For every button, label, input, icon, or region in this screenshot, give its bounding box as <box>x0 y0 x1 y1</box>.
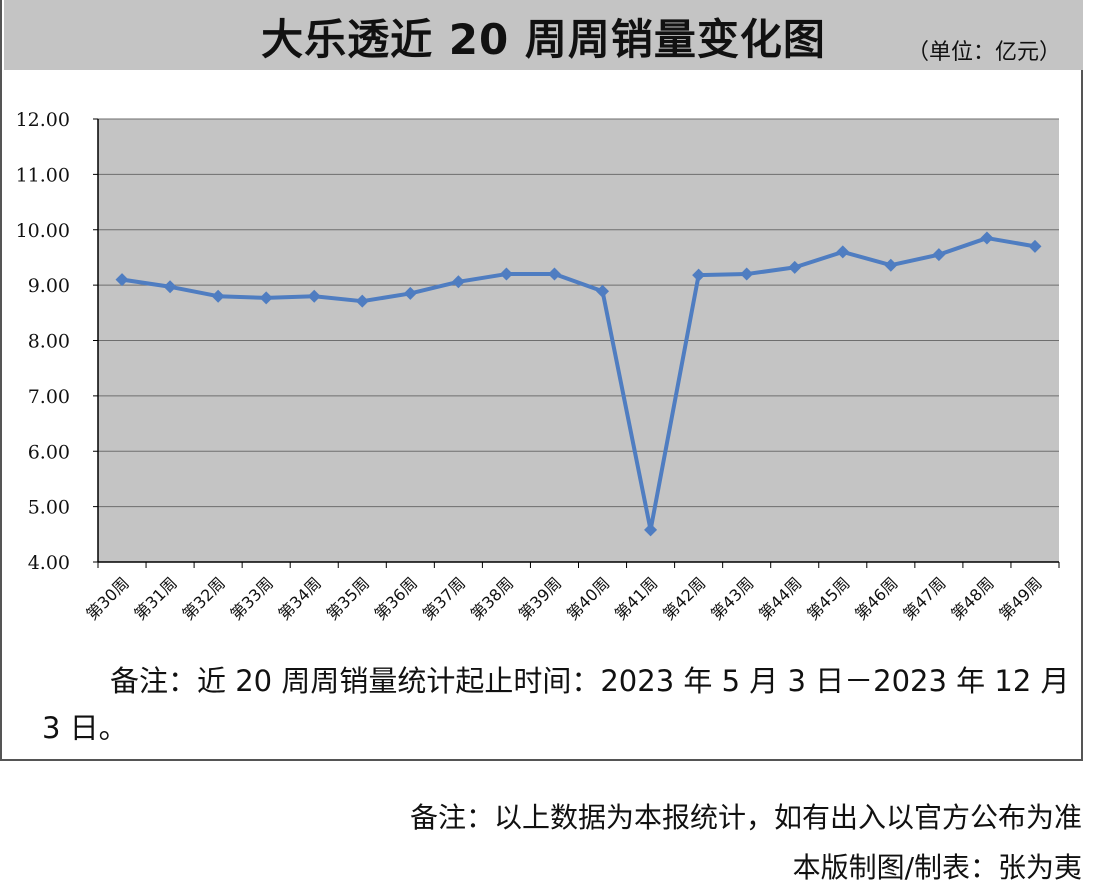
chart-frame: 大乐透近 20 周周销量变化图 （单位：亿元） 12.00 11.00 10.00 9… <box>0 0 1083 761</box>
y-tick-label: 4.00 <box>28 552 70 574</box>
y-tick-label: 5.00 <box>28 497 70 519</box>
data-point <box>403 286 417 300</box>
y-tick-label: 6.00 <box>28 441 70 463</box>
footer-note: 备注：以上数据为本报统计，如有出入以官方公布为准 <box>409 801 1082 834</box>
x-tick-label: 第34周 <box>275 573 325 623</box>
chart-title: 大乐透近 20 周周销量变化图 <box>261 15 826 64</box>
x-tick-label: 第49周 <box>995 573 1045 623</box>
data-point <box>547 267 561 281</box>
x-tick-label: 第31周 <box>130 573 180 623</box>
data-point <box>451 275 465 289</box>
data-point <box>692 268 706 282</box>
x-tick-label: 第43周 <box>707 573 757 623</box>
line-chart: 12.0011.0010.009.008.007.006.005.004.00 … <box>16 109 1060 624</box>
y-tick-label: 11.00 <box>16 164 70 186</box>
gridlines <box>98 118 1059 508</box>
y-tick-label: 12.00 <box>16 109 70 131</box>
x-tick-label: 第47周 <box>899 573 949 623</box>
x-tick-label: 第37周 <box>419 573 469 623</box>
x-tick-label: 第48周 <box>947 573 997 623</box>
y-tick-label: 9.00 <box>28 275 70 297</box>
data-point <box>788 260 802 274</box>
unit-label: （单位：亿元） <box>906 40 1061 65</box>
x-tick-label: 第35周 <box>323 573 373 623</box>
data-point <box>836 245 850 259</box>
data-point <box>355 294 369 308</box>
x-tick-label: 第46周 <box>851 573 901 623</box>
title-bar: 大乐透近 20 周周销量变化图 （单位：亿元） <box>4 0 1083 70</box>
data-point <box>884 258 898 272</box>
data-point <box>596 284 610 298</box>
data-point <box>644 523 658 537</box>
data-point <box>211 289 225 303</box>
data-point <box>932 248 946 262</box>
y-tick-label: 8.00 <box>28 331 70 353</box>
y-tick-label: 7.00 <box>28 386 70 408</box>
data-point <box>1028 239 1042 253</box>
data-point <box>499 267 513 281</box>
x-tick-label: 第45周 <box>803 573 853 623</box>
y-tick-labels: 12.00 11.00 10.00 9.00 8.00 7.00 6.00 5.00 4.00 <box>16 109 98 574</box>
x-tick-label: 第33周 <box>227 573 277 623</box>
x-tick-labels: 第30周第31周第32周第33周第34周第35周第36周第37周第38周第39周… <box>82 562 1060 624</box>
x-tick-label: 第42周 <box>659 573 709 623</box>
data-point <box>259 291 273 305</box>
x-tick-label: 第44周 <box>755 573 805 623</box>
data-point <box>115 273 129 287</box>
data-point <box>163 280 177 294</box>
x-tick-label: 第40周 <box>563 573 613 623</box>
x-tick-label: 第38周 <box>467 573 517 623</box>
series-polyline <box>121 236 1036 532</box>
x-tick-label: 第36周 <box>371 573 421 623</box>
x-tick-label: 第32周 <box>178 573 228 623</box>
data-point <box>980 231 994 245</box>
y-tick-label: 10.00 <box>16 220 70 242</box>
x-tick-label: 第30周 <box>82 573 132 623</box>
series-line <box>115 231 1042 537</box>
chart-note: 备注：近 20 周周销量统计起止时间：2023 年 5 月 3 日－2023 年… <box>42 664 1070 745</box>
data-point <box>740 267 754 281</box>
credit-line: 本版制图/制表：张为夷 <box>792 851 1082 884</box>
x-tick-label: 第39周 <box>515 573 565 623</box>
x-tick-label: 第41周 <box>611 573 661 623</box>
data-point <box>307 289 321 303</box>
